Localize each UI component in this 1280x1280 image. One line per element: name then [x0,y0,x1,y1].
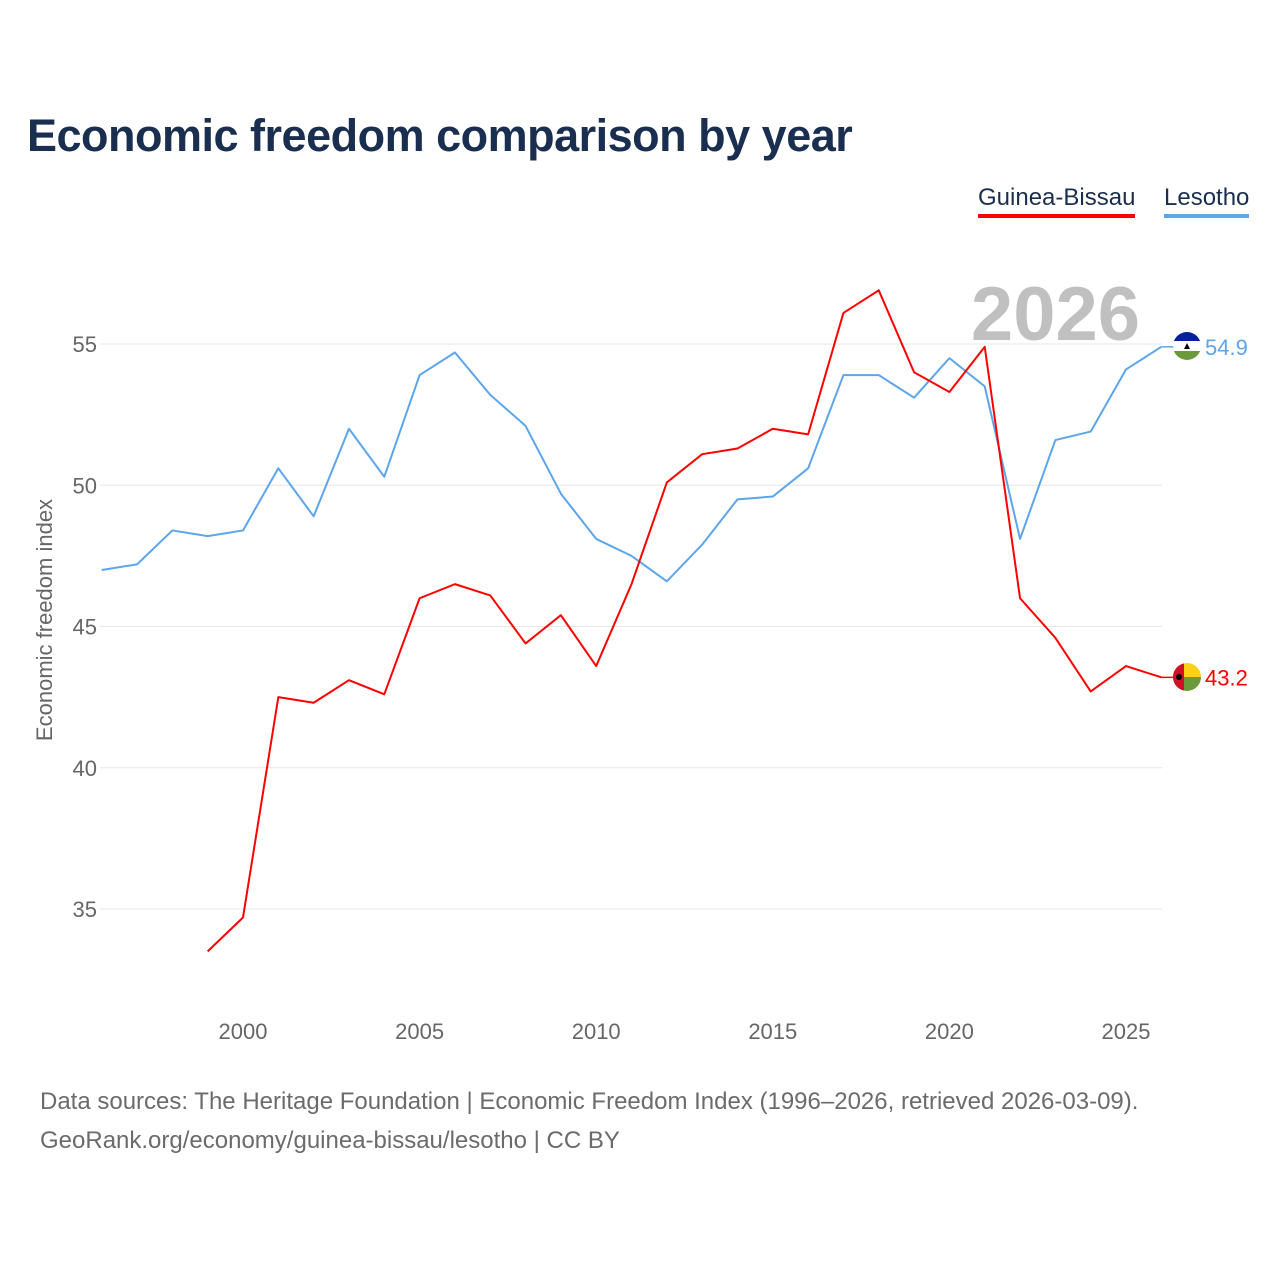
x-tick-label: 2025 [1102,1019,1151,1044]
x-tick-label: 2020 [925,1019,974,1044]
y-tick-label: 50 [73,473,97,498]
series-line-lesotho [101,345,1162,583]
footer-sources: Data sources: The Heritage Foundation | … [40,1088,1139,1115]
chart-title: Economic freedom comparison by year [27,110,853,161]
series-line-guinea-bissau [206,289,1162,953]
end-value-label: 43.2 [1205,665,1248,690]
end-value-label: 54.9 [1205,335,1248,360]
y-tick-label: 45 [73,615,97,640]
footer-attribution: GeoRank.org/economy/guinea-bissau/lesoth… [40,1127,620,1154]
x-tick-label: 2010 [572,1019,621,1044]
legend-guinea-bissau[interactable]: Guinea-Bissau [978,184,1136,218]
x-tick-label: 2000 [219,1019,268,1044]
guinea-bissau-flag-icon [1173,663,1201,691]
y-tick-label: 40 [73,756,97,781]
lesotho-flag-icon [1173,332,1201,360]
y-axis-label: Economic freedom index [32,499,57,741]
legend-lesotho[interactable]: Lesotho [1164,184,1250,218]
x-tick-label: 2005 [395,1019,444,1044]
y-tick-label: 35 [73,897,97,922]
y-tick-label: 55 [73,332,97,357]
x-tick-label: 2015 [748,1019,797,1044]
year-watermark: 2026 [971,272,1140,357]
